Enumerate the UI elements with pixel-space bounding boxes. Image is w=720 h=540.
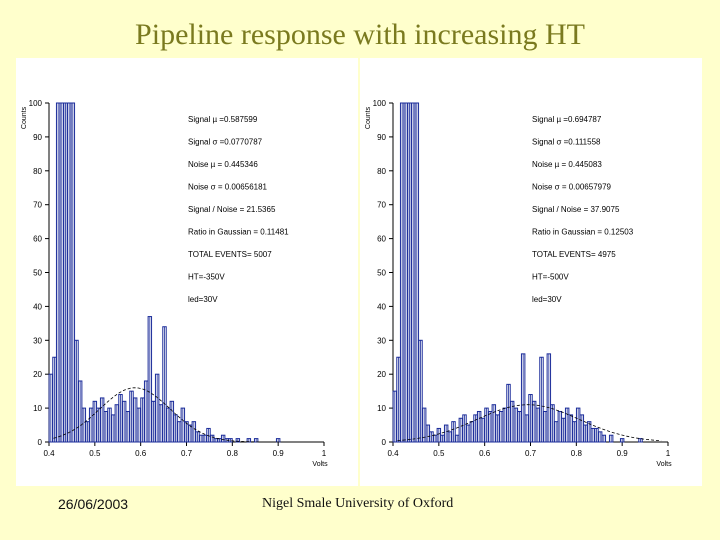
stats-line: Noise µ = 0.445083 (532, 160, 602, 169)
stats-line: Signal µ =0.587599 (188, 115, 258, 124)
x-tick-label: 1 (322, 449, 327, 458)
y-tick-label: 60 (377, 235, 386, 244)
x-tick-label: 0.4 (387, 449, 399, 458)
slide-title: Pipeline response with increasing HT (135, 18, 585, 51)
histogram-panel-right: 0 10 20 30 40 50 60 70 80 90 100 0.4 0.5 0.6 0.7 0.8 0.9… (360, 58, 702, 486)
x-tick-label: 0.5 (433, 449, 445, 458)
histogram-chart-left: 0 10 20 30 40 50 60 70 80 90 100 0.4 0.5 0.6 0.7 0.8 0.9… (21, 99, 328, 468)
stats-line: led=30V (188, 295, 218, 304)
y-tick-label: 20 (33, 370, 42, 379)
y-tick-label: 50 (33, 269, 42, 278)
x-axis-label: Volts (312, 461, 328, 468)
y-tick-label: 90 (33, 133, 42, 142)
histogram-chart-right: 0 10 20 30 40 50 60 70 80 90 100 0.4 0.5 0.6 0.7 0.8 0.9… (365, 99, 672, 468)
stats-line: led=30V (532, 295, 562, 304)
y-tick-label: 90 (377, 133, 386, 142)
y-tick-label: 80 (33, 167, 42, 176)
y-tick-label: 20 (377, 370, 386, 379)
x-tick-label: 0.8 (227, 449, 239, 458)
y-tick-label: 40 (33, 302, 42, 311)
stats-line: Noise σ = 0.00657979 (532, 183, 612, 192)
stats-line: Signal µ =0.694787 (532, 115, 602, 124)
stats-line: Noise σ = 0.00656181 (188, 183, 268, 192)
gaussian-fit-curve (397, 404, 662, 442)
gaussian-fit-curve (53, 387, 318, 443)
y-axis-label: Counts (365, 106, 372, 129)
y-tick-label: 70 (33, 201, 42, 210)
stats-line: HT=-500V (532, 273, 569, 282)
y-tick-label: 100 (29, 99, 43, 108)
y-tick-label: 80 (377, 167, 386, 176)
x-tick-label: 0.9 (273, 449, 285, 458)
x-tick-label: 0.6 (135, 449, 147, 458)
y-tick-label: 70 (377, 201, 386, 210)
y-tick-label: 10 (377, 404, 386, 413)
y-tick-label: 50 (377, 269, 386, 278)
y-tick-label: 30 (33, 336, 42, 345)
x-tick-label: 0.8 (571, 449, 583, 458)
y-axis-label: Counts (21, 106, 28, 129)
y-tick-label: 10 (33, 404, 42, 413)
y-tick-label: 60 (33, 235, 42, 244)
x-axis-label: Volts (656, 461, 672, 468)
x-tick-label: 1 (666, 449, 671, 458)
stats-line: Signal σ =0.111558 (532, 138, 601, 147)
stats-line: Ratio in Gaussian = 0.11481 (188, 228, 289, 237)
footer-author: Nigel Smale University of Oxford (262, 496, 454, 511)
x-tick-label: 0.7 (181, 449, 193, 458)
stats-line: TOTAL EVENTS= 5007 (188, 250, 272, 259)
x-tick-label: 0.5 (89, 449, 101, 458)
stats-line: HT=-350V (188, 273, 225, 282)
footer-date: 26/06/2003 (58, 496, 129, 512)
y-tick-label: 100 (373, 99, 387, 108)
stats-line: Ratio in Gaussian = 0.12503 (532, 228, 634, 237)
x-tick-label: 0.9 (617, 449, 629, 458)
histogram-panel-left: 0 10 20 30 40 50 60 70 80 90 100 0.4 0.5 0.6 0.7 0.8 0.9… (16, 58, 358, 486)
y-tick-label: 40 (377, 302, 386, 311)
x-tick-label: 0.6 (479, 449, 491, 458)
stats-line: Signal σ =0.0770787 (188, 138, 263, 147)
y-tick-label: 0 (38, 438, 43, 447)
y-tick-label: 0 (382, 438, 387, 447)
x-tick-label: 0.7 (525, 449, 537, 458)
stats-line: Signal / Noise = 37.9075 (532, 205, 620, 214)
x-tick-label: 0.4 (43, 449, 55, 458)
y-tick-label: 30 (377, 336, 386, 345)
stats-line: Noise µ = 0.445346 (188, 160, 258, 169)
stats-line: Signal / Noise = 21.5365 (188, 205, 276, 214)
stats-line: TOTAL EVENTS= 4975 (532, 250, 616, 259)
